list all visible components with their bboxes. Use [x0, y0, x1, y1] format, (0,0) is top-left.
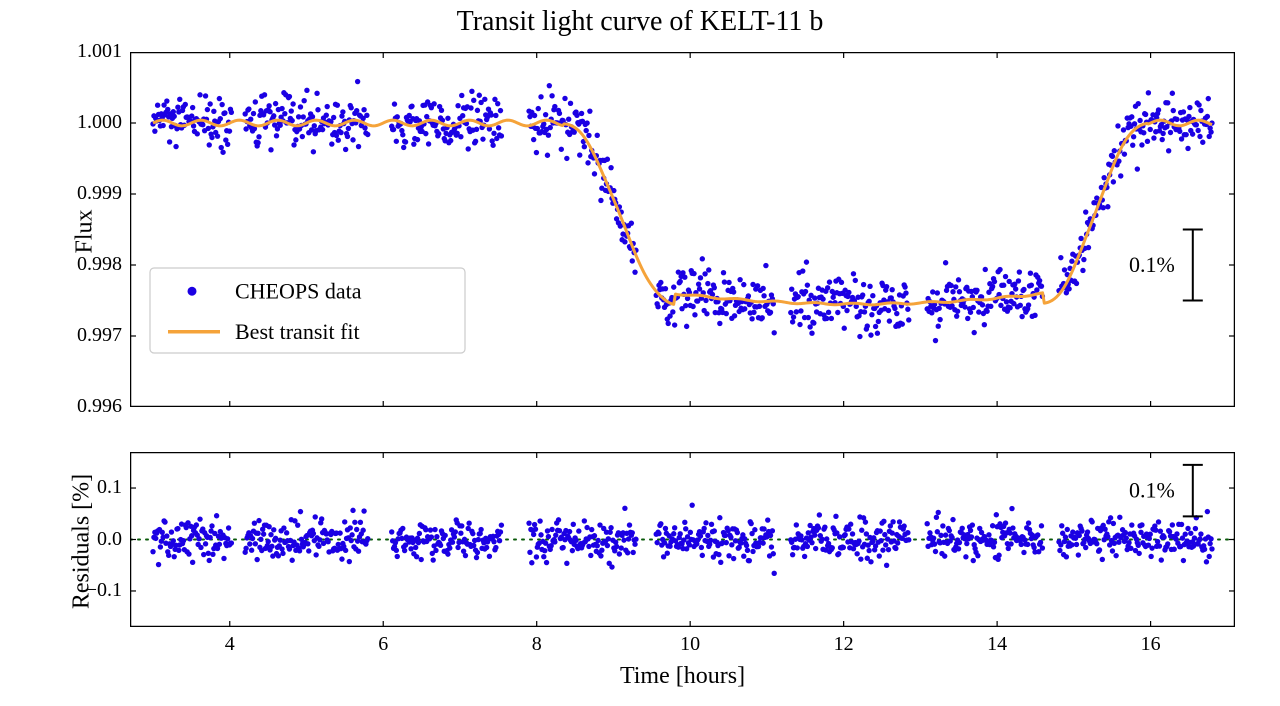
bottom-panel-svg: 0.1%: [130, 452, 1235, 627]
svg-text:CHEOPS data: CHEOPS data: [235, 278, 362, 303]
y-tick-label: 1.001: [77, 40, 122, 63]
x-tick-label: 10: [675, 633, 705, 656]
top-scale-bar: 0.1%: [1129, 230, 1203, 301]
x-tick-label: 4: [215, 633, 245, 656]
y-tick-label: −0.1: [86, 579, 122, 602]
y-tick-label: 0.1: [97, 476, 122, 499]
x-axis-label: Time [hours]: [130, 663, 1235, 690]
x-tick-label: 16: [1136, 633, 1166, 656]
y-tick-label: 0.996: [77, 395, 122, 418]
bottom-scatter: [150, 502, 1214, 576]
x-tick-label: 14: [982, 633, 1012, 656]
y-tick-label: 0.0: [97, 528, 122, 551]
y-tick-label: 1.000: [77, 111, 122, 134]
x-tick-label: 6: [368, 633, 398, 656]
figure-title: Transit light curve of KELT-11 b: [0, 6, 1280, 38]
bottom-panel: 0.1%: [130, 452, 1235, 627]
top-panel-svg: 0.1% CHEOPS data Best transit fit: [130, 52, 1235, 407]
x-tick-label: 12: [829, 633, 859, 656]
svg-text:0.1%: 0.1%: [1129, 478, 1175, 503]
y-tick-label: 0.997: [77, 324, 122, 347]
legend: CHEOPS data Best transit fit: [150, 268, 465, 353]
x-tick-label: 8: [522, 633, 552, 656]
top-panel: 0.1% CHEOPS data Best transit fit: [130, 52, 1235, 407]
figure: Transit light curve of KELT-11 b Flux Re…: [0, 0, 1280, 706]
y-tick-label: 0.999: [77, 182, 122, 205]
y-tick-label: 0.998: [77, 253, 122, 276]
svg-text:Best transit fit: Best transit fit: [235, 319, 360, 344]
bottom-scale-bar: 0.1%: [1129, 465, 1203, 516]
svg-text:0.1%: 0.1%: [1129, 252, 1175, 277]
